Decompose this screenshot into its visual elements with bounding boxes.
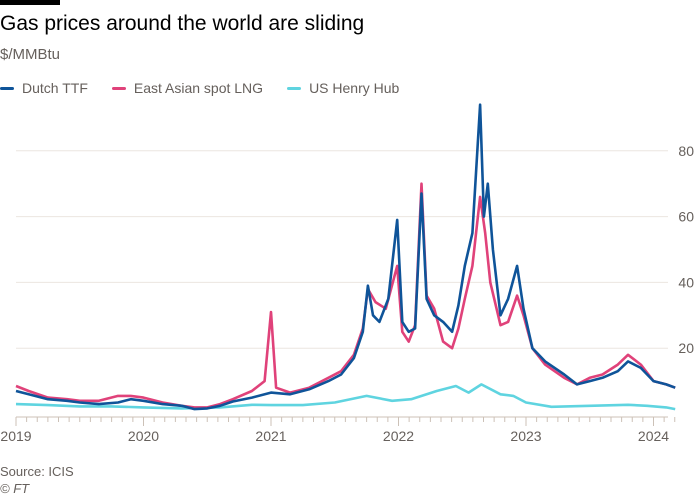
legend-swatch [111, 86, 126, 90]
y-tick-label: 40 [678, 274, 694, 290]
legend-item-dutch-ttf: Dutch TTF [0, 80, 88, 96]
legend-item-east-asian-lng: East Asian spot LNG [111, 80, 264, 96]
credit-note: © FT [0, 481, 30, 496]
series-line-us-henry-hub [15, 383, 676, 411]
legend-swatch [0, 86, 14, 90]
legend-label: Dutch TTF [22, 80, 88, 96]
x-tick-label: 2023 [510, 428, 541, 444]
legend-label: US Henry Hub [309, 80, 400, 96]
legend-swatch [287, 86, 302, 90]
legend-item-henry-hub: US Henry Hub [287, 80, 399, 96]
ft-brand-bar [0, 0, 60, 5]
y-tick-label: 20 [678, 340, 694, 356]
y-tick-label: 60 [678, 209, 694, 225]
legend: Dutch TTF East Asian spot LNG US Henry H… [0, 80, 399, 96]
series-line-dutch-ttf [15, 103, 676, 411]
series-line-east-asian-spot-lng [15, 182, 676, 409]
y-tick-label: 80 [678, 143, 694, 159]
x-tick-label: 2020 [128, 428, 159, 444]
x-tick-label: 2022 [383, 428, 414, 444]
chart-subtitle: $/MMBtu [0, 46, 61, 63]
source-note: Source: ICIS [0, 464, 74, 479]
x-tick-label: 2019 [0, 428, 31, 444]
x-tick-label: 2021 [255, 428, 286, 444]
x-tick-label: 2024 [638, 428, 669, 444]
chart-title: Gas prices around the world are sliding [0, 12, 365, 35]
legend-label: East Asian spot LNG [133, 80, 264, 96]
